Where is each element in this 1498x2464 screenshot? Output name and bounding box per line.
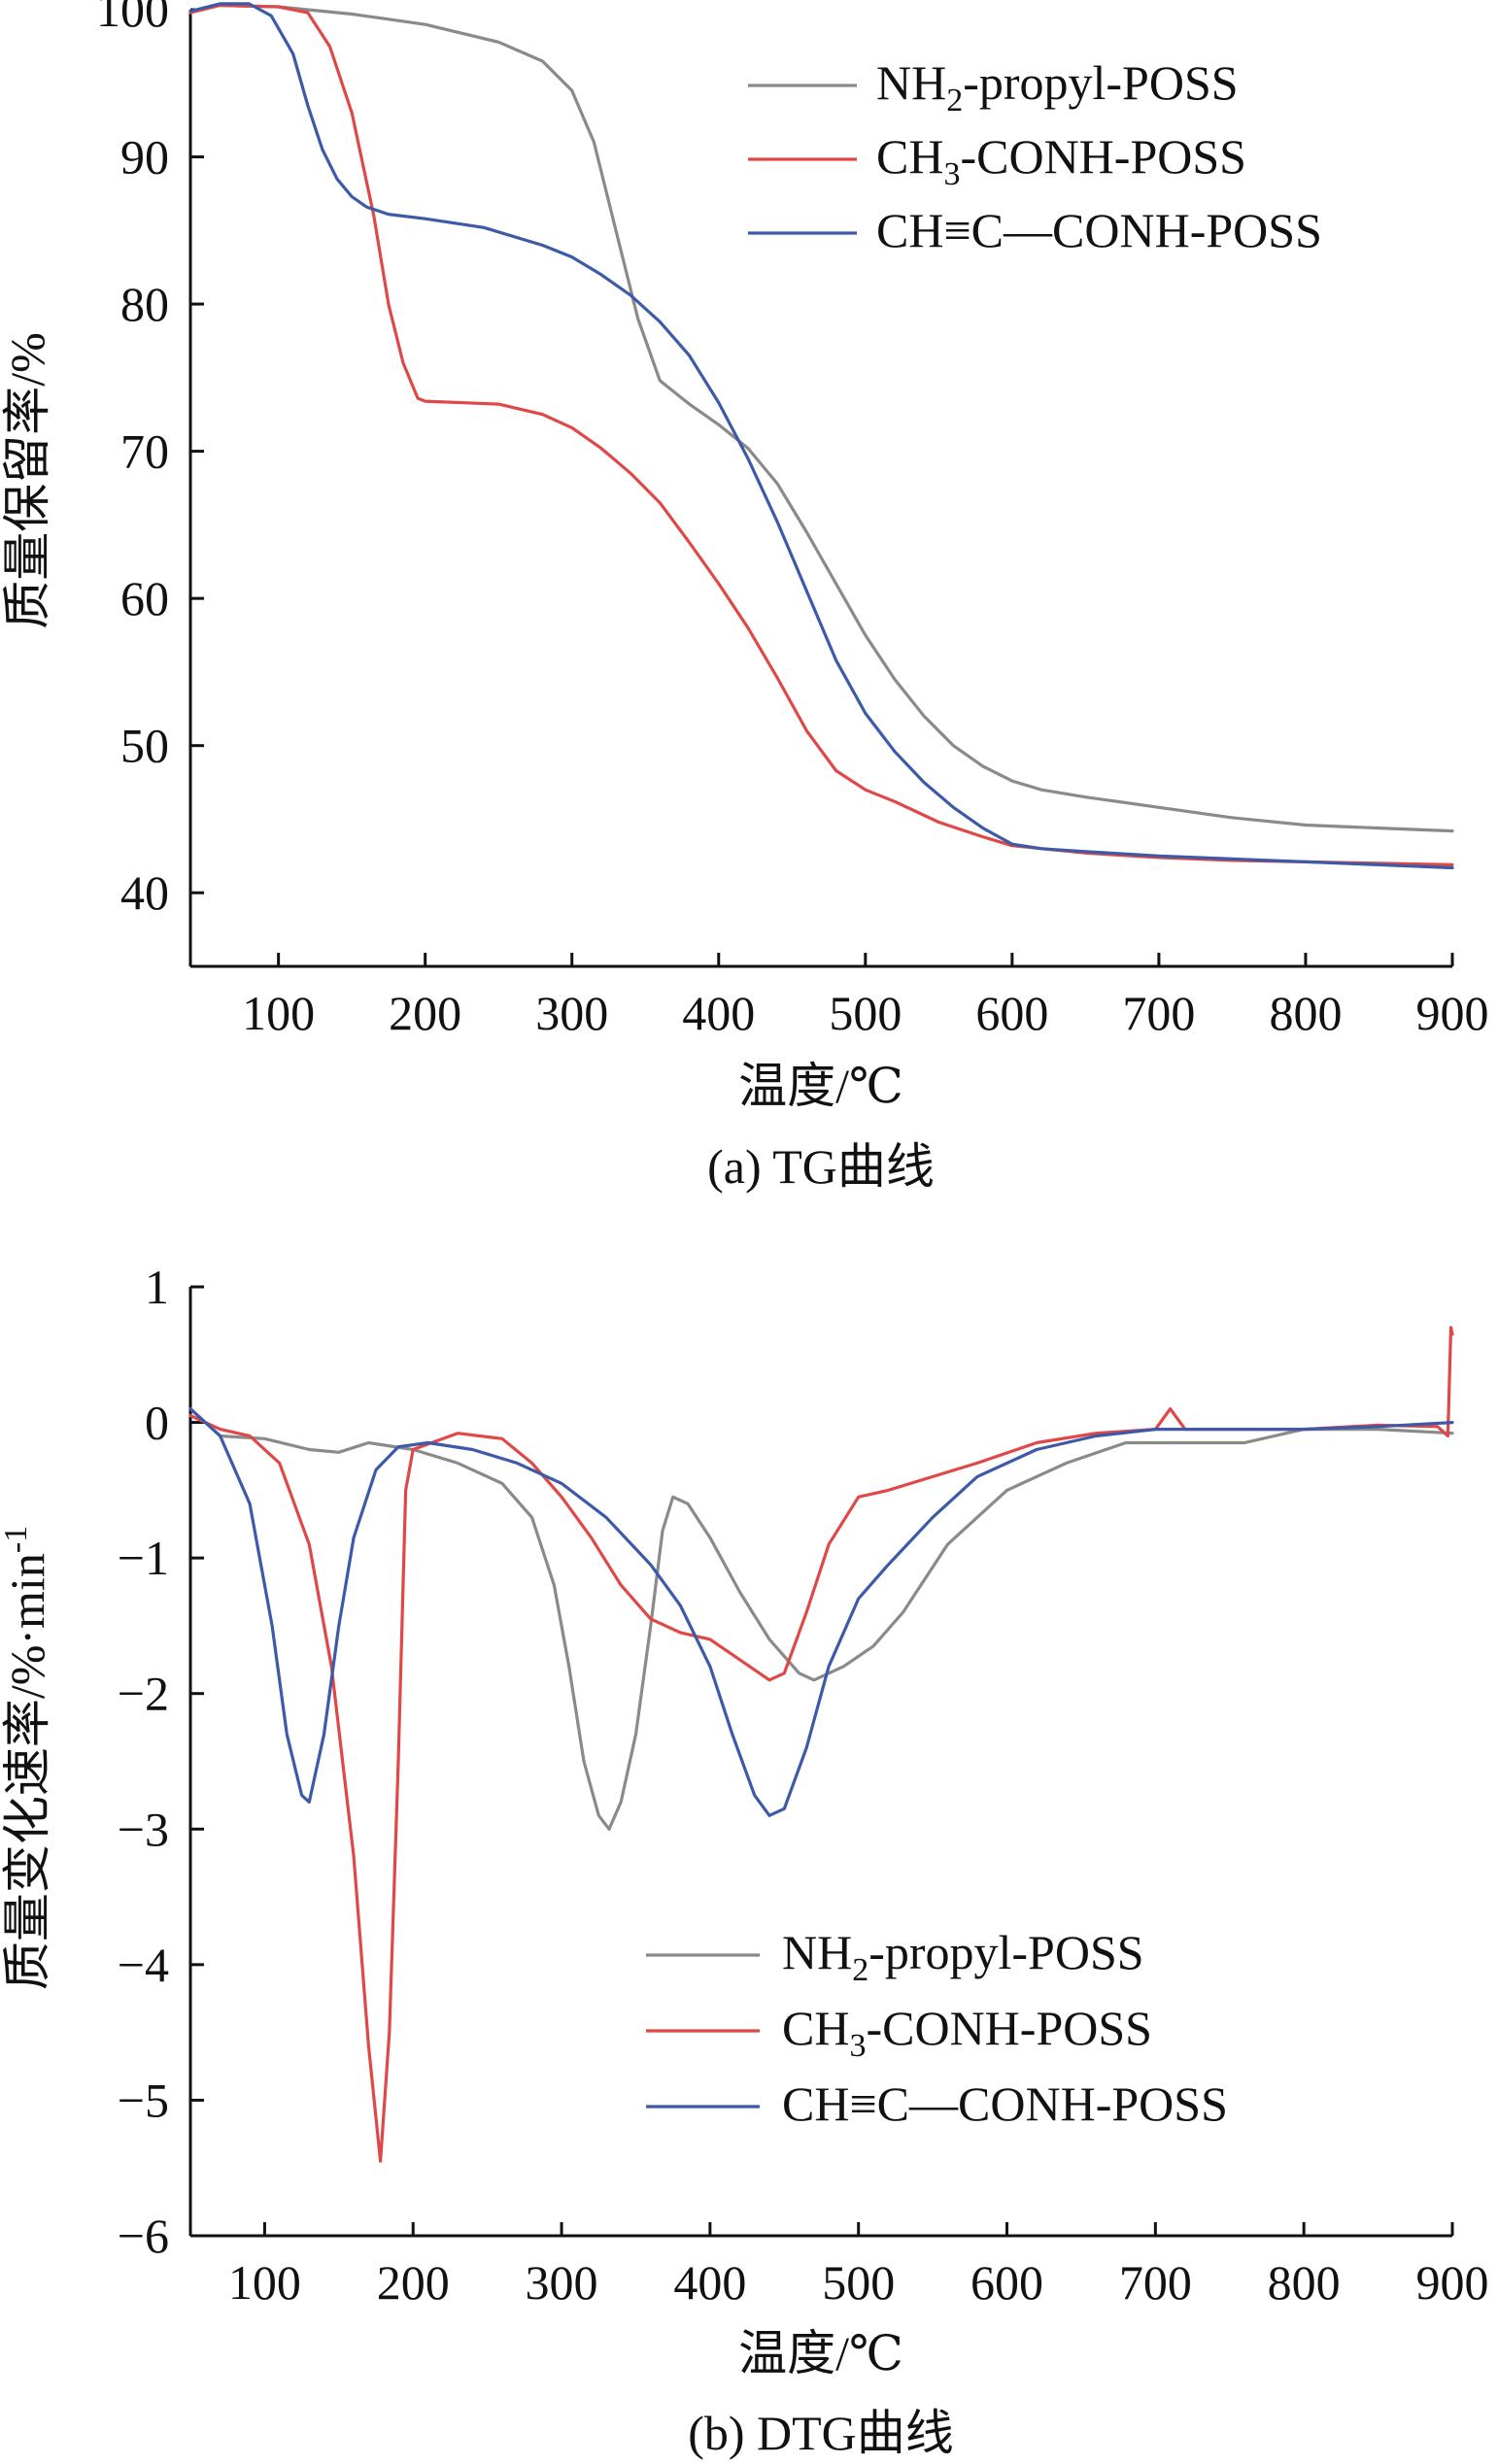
dtg-x-tick-label: 400 [673, 2255, 746, 2310]
dtg-x-tick-label: 500 [822, 2255, 895, 2310]
tg-caption: (a) TG曲线 [707, 1139, 935, 1194]
tg-y-axis-label: 质量保留率/% [0, 332, 54, 629]
dtg-y-tick-label: −1 [118, 1531, 169, 1585]
tg-x-tick-label: 600 [975, 986, 1048, 1040]
tg-plot-area [188, 10, 1452, 968]
dtg-series-group [188, 1326, 1454, 2163]
dtg-plot-area [188, 1287, 1452, 2238]
tg-x-axis-label: 温度/℃ [738, 1059, 903, 1113]
tg-legend-label-2: CH3-CONH-POSS [876, 129, 1246, 192]
dtg-x-tick-label: 600 [970, 2255, 1043, 2310]
tg-y-tick-label: 50 [120, 719, 169, 773]
dtg-x-tick-label: 300 [526, 2255, 598, 2310]
tg-x-tick-label: 300 [535, 986, 608, 1040]
tg-y-tick-label: 100 [96, 0, 169, 37]
dtg-y-tick-label: −2 [118, 1667, 169, 1721]
tg-x-tick-label: 500 [829, 986, 902, 1040]
tg-x-tick-label: 400 [682, 986, 755, 1040]
dtg-y-axis-label: 质量变化速率/%·min-1 [0, 1526, 54, 1990]
dtg-legend-label-3: CH≡C—CONH-POSS [782, 2076, 1228, 2131]
tg-legend: NH2-propyl-POSS CH3-CONH-POSS CH≡C—CONH-PO… [748, 55, 1322, 257]
dtg-x-ticks: 100 200 300 400 500 600 700 800 900 [228, 2222, 1489, 2310]
dtg-x-tick-label: 100 [228, 2255, 301, 2310]
tg-series-line-1 [188, 3, 1454, 833]
dtg-x-tick-label: 800 [1268, 2255, 1341, 2310]
tg-y-tick-label: 90 [120, 130, 169, 185]
tg-series-group [188, 2, 1454, 870]
dtg-y-axis-label-exponent: -1 [0, 1526, 34, 1553]
tg-y-ticks: 40 50 60 70 80 90 100 [96, 0, 204, 920]
tg-x-tick-label: 200 [389, 986, 461, 1040]
tg-x-tick-label: 100 [242, 986, 315, 1040]
tg-y-tick-label: 60 [120, 571, 169, 625]
dtg-y-tick-label: 0 [145, 1396, 169, 1450]
dtg-series-line-1 [188, 1407, 1454, 1831]
tg-legend-label-1: NH2-propyl-POSS [876, 55, 1239, 118]
tg-series-line-3 [188, 2, 1454, 870]
dtg-y-tick-label: −5 [118, 2073, 169, 2127]
tg-chart: 100 200 300 400 500 600 700 800 900 40 50 60 70 80 90… [0, 0, 1489, 1194]
dtg-y-tick-label: −4 [118, 1938, 169, 1992]
dtg-y-tick-label: −6 [118, 2209, 169, 2263]
tg-x-tick-label: 900 [1416, 986, 1489, 1040]
dtg-legend-label-2: CH3-CONH-POSS [782, 2001, 1152, 2064]
tg-x-ticks: 100 200 300 400 500 600 700 800 900 [242, 953, 1489, 1040]
dtg-legend-label-1: NH2-propyl-POSS [782, 1925, 1144, 1988]
tg-y-tick-label: 40 [120, 865, 169, 920]
dtg-y-axis-label-main: 质量变化速率/%·min [0, 1553, 54, 1990]
tg-y-tick-label: 70 [120, 424, 169, 479]
tg-x-tick-label: 700 [1122, 986, 1195, 1040]
dtg-caption: (b) DTG曲线 [688, 2406, 954, 2460]
tg-y-tick-label: 80 [120, 277, 169, 331]
dtg-x-tick-label: 900 [1416, 2255, 1489, 2310]
dtg-y-tick-label: −3 [118, 1802, 169, 1856]
dtg-series-line-3 [188, 1407, 1454, 1817]
dtg-chart: 100 200 300 400 500 600 700 800 900 1 0 −1 −2 −3 −4 −5… [0, 1260, 1489, 2460]
dtg-legend: NH2-propyl-POSS CH3-CONH-POSS CH≡C—CONH-PO… [646, 1925, 1228, 2131]
tg-x-tick-label: 800 [1269, 986, 1342, 1040]
tg-legend-label-3: CH≡C—CONH-POSS [876, 203, 1322, 257]
tg-series-line-2 [188, 3, 1454, 866]
dtg-x-axis-label: 温度/℃ [738, 2326, 903, 2380]
dtg-x-tick-label: 700 [1119, 2255, 1192, 2310]
dtg-y-tick-label: 1 [145, 1260, 169, 1314]
dtg-y-ticks: 1 0 −1 −2 −3 −4 −5 −6 [118, 1260, 204, 2263]
dtg-x-tick-label: 200 [377, 2255, 450, 2310]
